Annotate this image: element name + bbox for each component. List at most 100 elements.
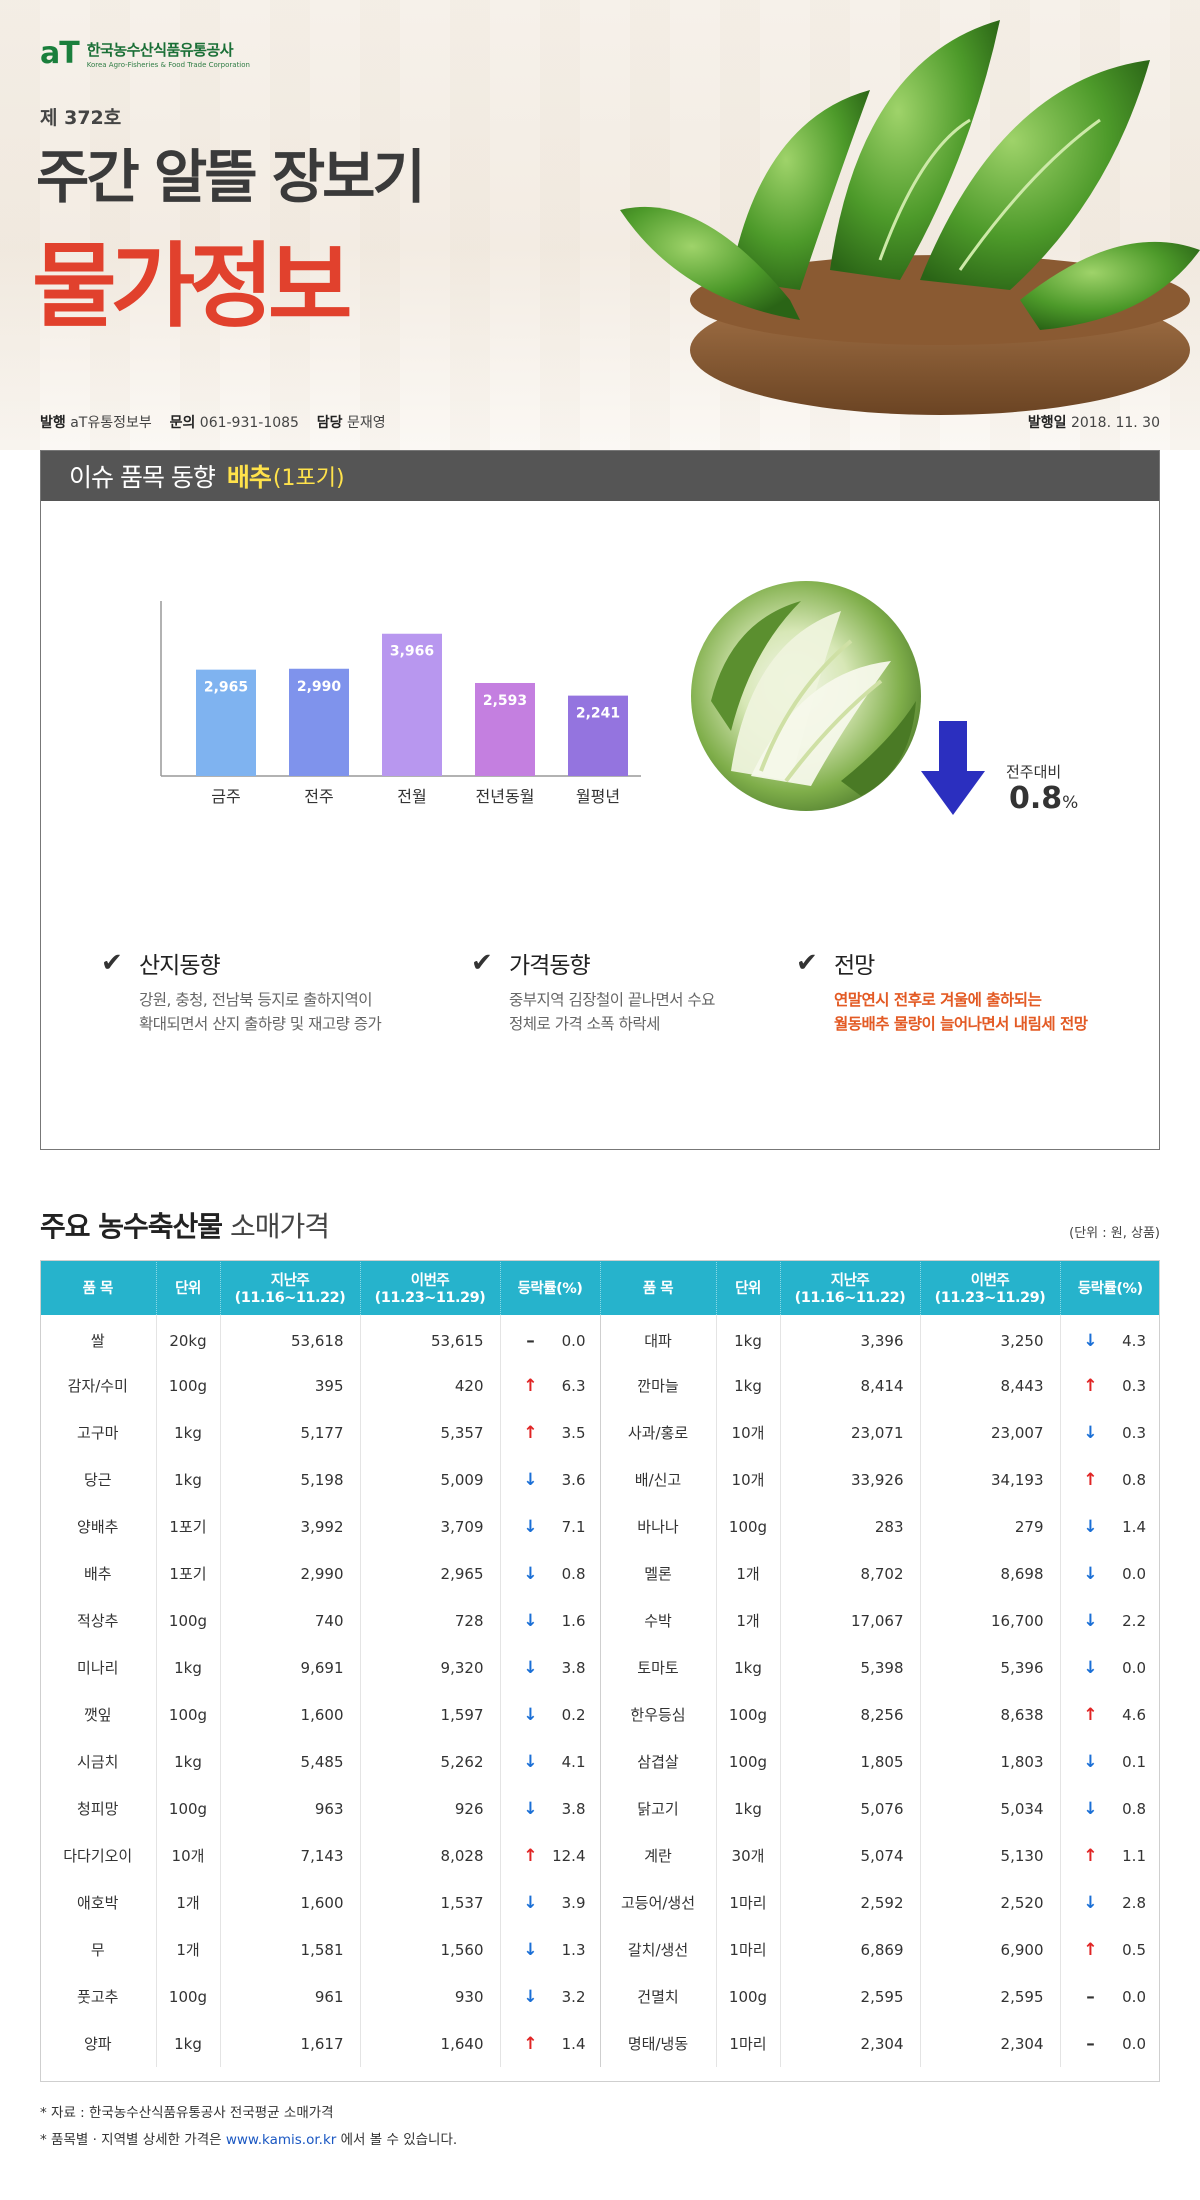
last-week-price-cell: 2,592 bbox=[780, 1879, 921, 1926]
col-this-week[interactable]: 이번주(11.23~11.29) bbox=[920, 1260, 1061, 1315]
change-rate-value: 0.5 bbox=[1122, 1940, 1146, 1959]
change-rate-cell: ↓ 1.4 bbox=[1060, 1503, 1160, 1550]
table-row: 청피망 100g 963 926 ↓ 3.8 닭고기 1kg 5,076 5,034 ↓ 0.8 bbox=[40, 1785, 1160, 1832]
change-rate-cell: ↑ 0.5 bbox=[1060, 1926, 1160, 1973]
col-unit[interactable]: 단위 bbox=[716, 1260, 781, 1315]
this-week-price-cell: 279 bbox=[920, 1503, 1061, 1550]
contact-number: 061-931-1085 bbox=[199, 415, 299, 431]
arrow-down-icon: ↓ bbox=[1083, 1516, 1098, 1537]
last-week-price-cell: 53,618 bbox=[220, 1315, 361, 1362]
change-rate-value: 1.3 bbox=[561, 1940, 586, 1959]
change-rate-cell: ↑ 12.4 bbox=[500, 1832, 601, 1879]
col-change[interactable]: 등락률(%) bbox=[1060, 1260, 1160, 1315]
unit-cell: 1kg bbox=[716, 1362, 781, 1409]
this-week-price-cell: 1,597 bbox=[360, 1691, 501, 1738]
last-week-price-cell: 5,485 bbox=[220, 1738, 361, 1785]
arrow-down-icon: ↓ bbox=[1083, 1798, 1098, 1819]
item-name-cell: 다다기오이 bbox=[40, 1832, 157, 1879]
issue-number: 제 372호 bbox=[40, 107, 122, 129]
headline-price-info: 물가정보 bbox=[32, 233, 353, 340]
arrow-up-icon: ↑ bbox=[1083, 1375, 1098, 1396]
col-unit[interactable]: 단위 bbox=[156, 1260, 221, 1315]
this-week-price-cell: 5,396 bbox=[920, 1644, 1061, 1691]
this-week-price-cell: 9,320 bbox=[360, 1644, 501, 1691]
spinach-bowl-image bbox=[620, 20, 1200, 415]
col-change[interactable]: 등락률(%) bbox=[500, 1260, 601, 1315]
table-row: 무 1개 1,581 1,560 ↓ 1.3 갈치/생선 1마리 6,869 6,900 ↑ 0.5 bbox=[40, 1926, 1160, 1973]
item-name-cell: 바나나 bbox=[600, 1503, 717, 1550]
arrow-down-icon: ↓ bbox=[1083, 1892, 1098, 1913]
price-section-title: 주요 농수축산물 소매가격 bbox=[40, 1205, 330, 1245]
at-logo[interactable]: aT 한국농수산식품유통공사 Korea Agro-Fisheries & Fo… bbox=[40, 36, 250, 71]
change-rate-cell: ↓ 7.1 bbox=[500, 1503, 601, 1550]
change-rate-value: 3.6 bbox=[561, 1470, 586, 1489]
arrow-down-icon: ↓ bbox=[523, 1610, 538, 1631]
change-rate-cell: ↓ 0.0 bbox=[1060, 1550, 1160, 1597]
arrow-down-icon: ↓ bbox=[1083, 1563, 1098, 1584]
change-rate-value: 0.0 bbox=[1122, 1987, 1146, 2006]
manager-name: 문재영 bbox=[347, 415, 386, 431]
item-name-cell: 미나리 bbox=[40, 1644, 157, 1691]
arrow-up-icon: ↑ bbox=[1083, 1939, 1098, 1960]
change-rate-cell: ↑ 1.1 bbox=[1060, 1832, 1160, 1879]
contact-label: 문의 bbox=[169, 415, 196, 431]
col-item[interactable]: 품 목 bbox=[40, 1260, 157, 1315]
detail-prefix: * 품목별 · 지역별 상세한 가격은 bbox=[40, 2132, 222, 2148]
change-rate-cell: ↓ 3.8 bbox=[500, 1644, 601, 1691]
col-last-week[interactable]: 지난주(11.16~11.22) bbox=[220, 1260, 361, 1315]
change-rate-cell: ↑ 1.4 bbox=[500, 2020, 601, 2067]
item-name-cell: 청피망 bbox=[40, 1785, 157, 1832]
change-rate-cell: ↓ 0.0 bbox=[1060, 1644, 1160, 1691]
change-rate-value: 2.8 bbox=[1122, 1893, 1146, 1912]
this-week-price-cell: 5,262 bbox=[360, 1738, 501, 1785]
change-rate-value: 0.8 bbox=[1122, 1799, 1146, 1818]
last-week-price-cell: 8,702 bbox=[780, 1550, 921, 1597]
this-week-price-cell: 34,193 bbox=[920, 1456, 1061, 1503]
arrow-down-icon: ↓ bbox=[1083, 1610, 1098, 1631]
change-rate-value: 6.3 bbox=[561, 1376, 586, 1395]
unit-cell: 10개 bbox=[716, 1456, 781, 1503]
publisher: aT유통정보부 bbox=[70, 415, 152, 431]
item-name-cell: 적상추 bbox=[40, 1597, 157, 1644]
this-week-price-cell: 2,965 bbox=[360, 1550, 501, 1597]
unit-cell: 1개 bbox=[156, 1879, 221, 1926]
table-row: 당근 1kg 5,198 5,009 ↓ 3.6 배/신고 10개 33,926 34,193 ↑ 0… bbox=[40, 1456, 1160, 1503]
check-icon: ✔ bbox=[101, 948, 123, 978]
change-rate-cell: ↑ 0.3 bbox=[1060, 1362, 1160, 1409]
table-row: 시금치 1kg 5,485 5,262 ↓ 4.1 삼겹살 100g 1,805 1,803 ↓ 0.… bbox=[40, 1738, 1160, 1785]
unit-note: (단위 : 원, 상품) bbox=[1069, 1226, 1160, 1241]
unit-cell: 1kg bbox=[156, 1644, 221, 1691]
kamis-link[interactable]: www.kamis.or.kr bbox=[225, 2132, 337, 2148]
col-this-week[interactable]: 이번주(11.23~11.29) bbox=[360, 1260, 501, 1315]
publisher-label: 발행 bbox=[40, 415, 66, 431]
trend-body: 연말연시 전후로 겨울에 출하되는 월동배추 물량이 늘어나면서 내림세 전망 bbox=[834, 988, 1088, 1036]
col-last-week[interactable]: 지난주(11.16~11.22) bbox=[780, 1260, 921, 1315]
item-name-cell: 갈치/생선 bbox=[600, 1926, 717, 1973]
date-label: 발행일 bbox=[1027, 415, 1067, 431]
item-name-cell: 토마토 bbox=[600, 1644, 717, 1691]
item-name-cell: 양배추 bbox=[40, 1503, 157, 1550]
logo-mark: aT bbox=[40, 36, 80, 71]
trend-line: 확대되면서 산지 출하량 및 재고량 증가 bbox=[139, 1015, 382, 1033]
arrow-down-icon: ↓ bbox=[523, 1657, 538, 1678]
this-week-price-cell: 1,537 bbox=[360, 1879, 501, 1926]
last-week-price-cell: 5,198 bbox=[220, 1456, 361, 1503]
bar-value-label: 2,593 bbox=[483, 693, 527, 709]
item-name-cell: 깐마늘 bbox=[600, 1362, 717, 1409]
footnotes: * 자료 : 한국농수산식품유통공사 전국평균 소매가격 * 품목별 · 지역별… bbox=[40, 2100, 457, 2154]
unit-cell: 1kg bbox=[716, 1785, 781, 1832]
unit-cell: 1마리 bbox=[716, 2020, 781, 2067]
change-rate-value: 1.4 bbox=[561, 2034, 586, 2053]
change-rate-cell: ↓ 0.3 bbox=[1060, 1409, 1160, 1456]
bar-value-label: 2,990 bbox=[297, 679, 342, 695]
change-rate-cell: ↑ 4.6 bbox=[1060, 1691, 1160, 1738]
arrow-down-icon: ↓ bbox=[523, 1563, 538, 1584]
item-name-cell: 명태/냉동 bbox=[600, 2020, 717, 2067]
last-week-price-cell: 961 bbox=[220, 1973, 361, 2020]
change-rate-value: 0.3 bbox=[1122, 1376, 1146, 1395]
col-item[interactable]: 품 목 bbox=[600, 1260, 717, 1315]
unit-cell: 1kg bbox=[716, 1315, 781, 1362]
arrow-up-icon: ↑ bbox=[523, 1422, 538, 1443]
trend-body: 강원, 충청, 전남북 등지로 출하지역이 확대되면서 산지 출하량 및 재고량… bbox=[139, 988, 382, 1036]
unit-cell: 100g bbox=[156, 1785, 221, 1832]
